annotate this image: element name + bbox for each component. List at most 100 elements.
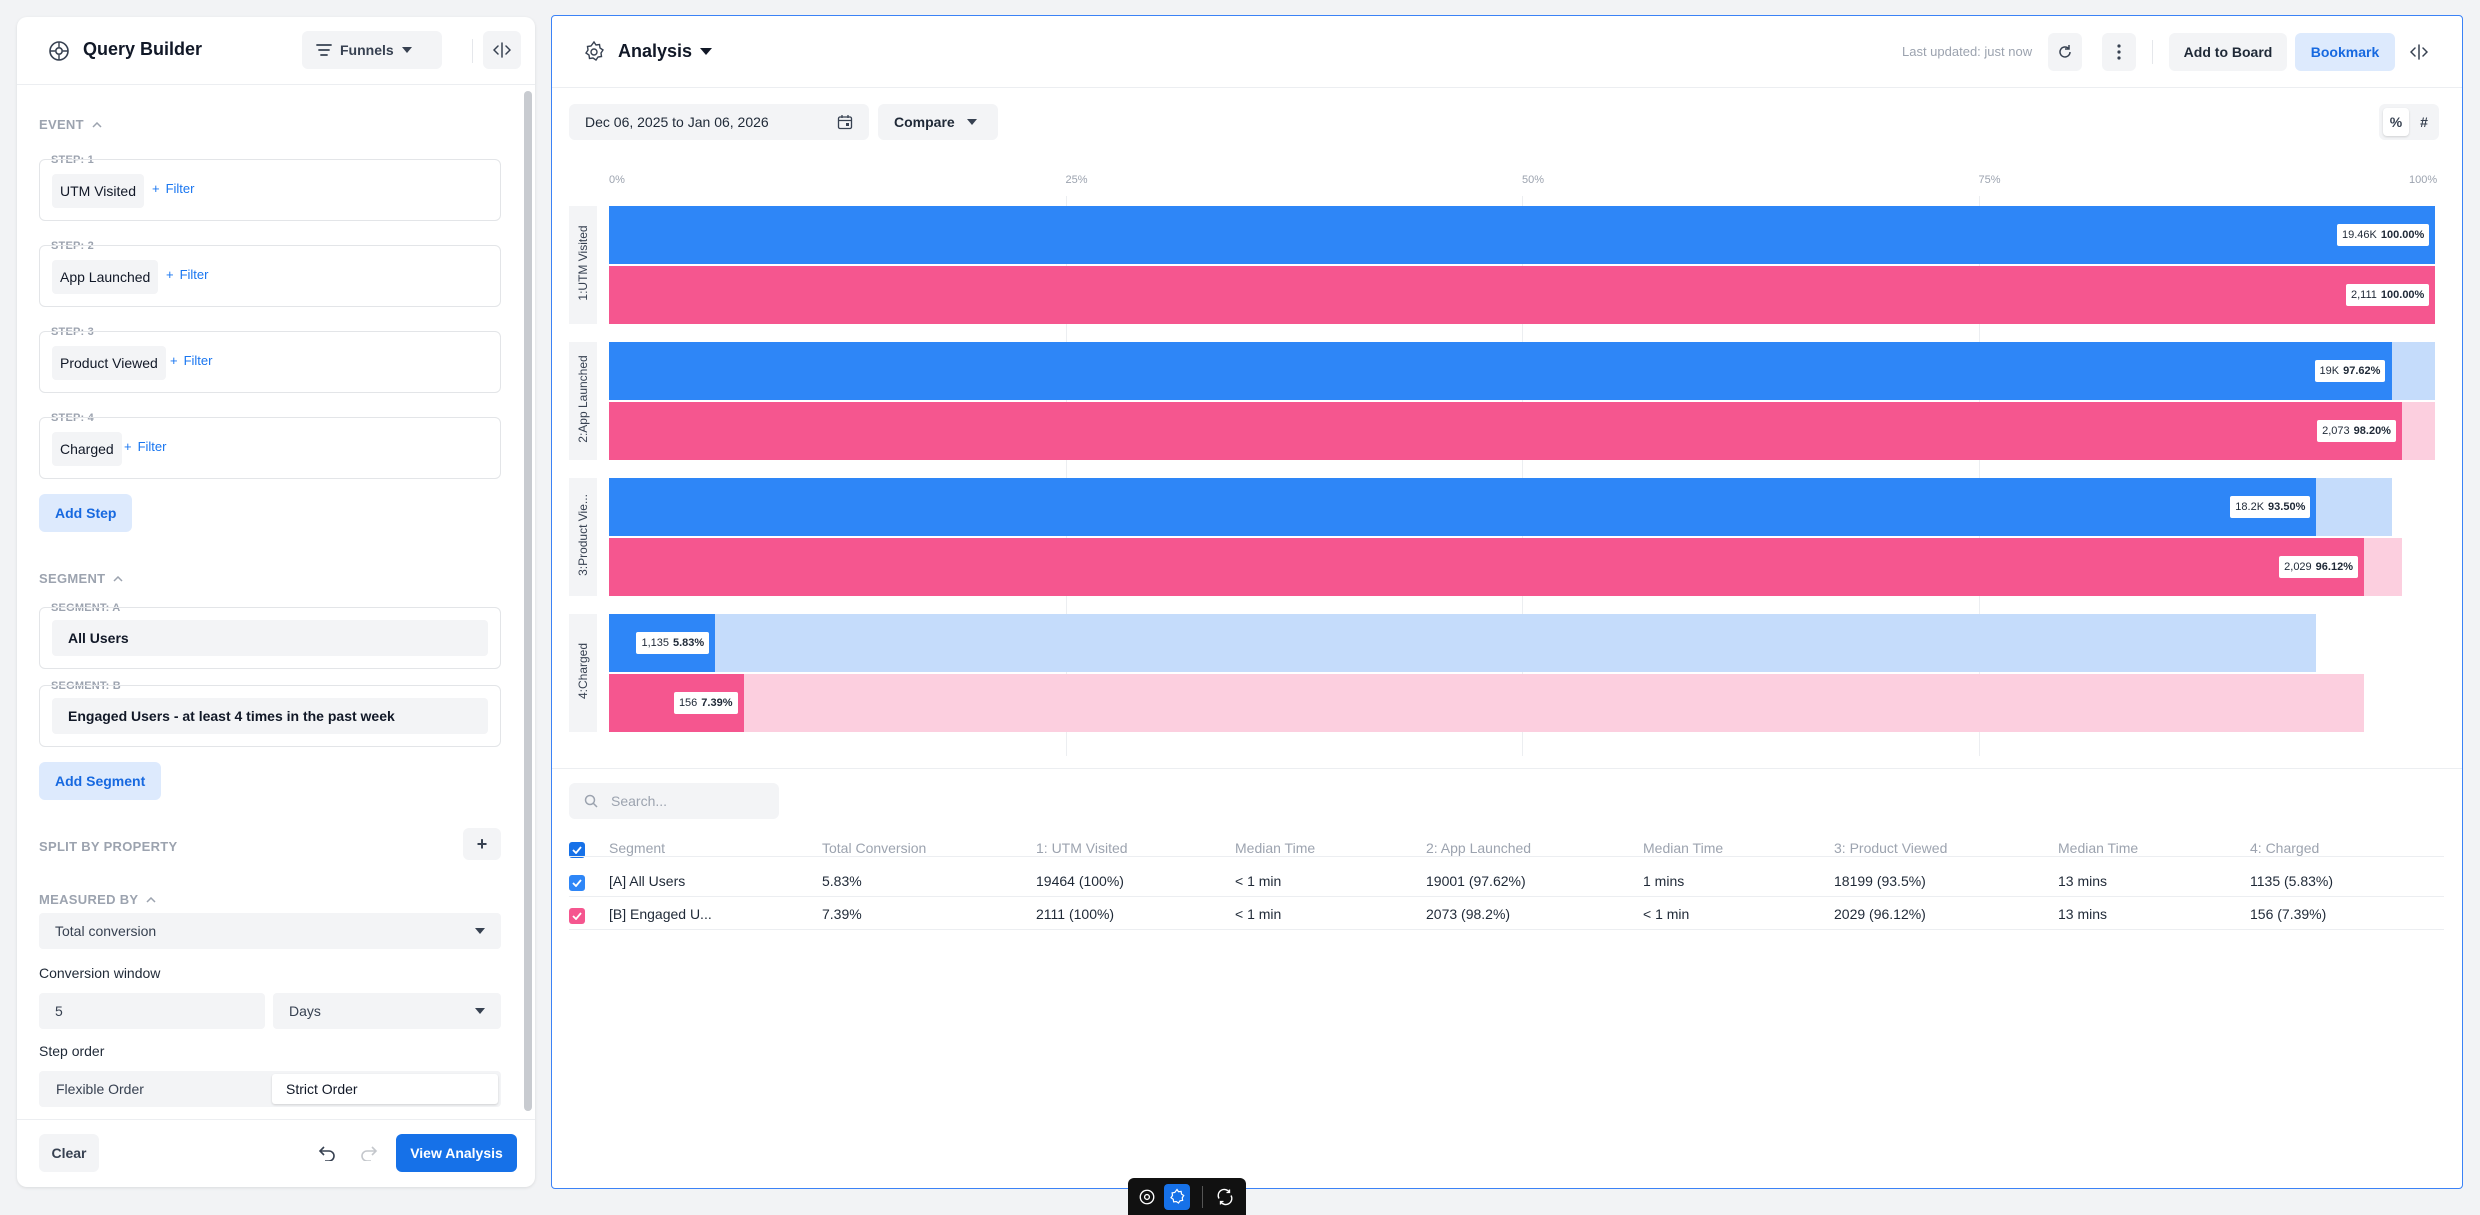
conversion-bar[interactable] bbox=[609, 266, 2435, 324]
query-builder-panel: Query Builder Funnels EVENT STEP: 1 UTM … bbox=[17, 17, 535, 1187]
table-header-cell[interactable]: Median Time bbox=[1235, 840, 1316, 856]
plus-icon: + bbox=[124, 439, 132, 454]
category-label: 1:UTM Visited bbox=[576, 225, 590, 301]
step-1-filter-link[interactable]: + Filter bbox=[152, 181, 195, 196]
strict-order-option[interactable]: Strict Order bbox=[272, 1074, 498, 1104]
plus-icon: + bbox=[166, 267, 174, 282]
table-header-cell[interactable]: 3: Product Viewed bbox=[1834, 840, 1948, 856]
conversion-bar[interactable] bbox=[609, 402, 2403, 460]
collapse-panel-button[interactable] bbox=[483, 31, 521, 69]
split-by-add-button[interactable]: + bbox=[463, 828, 501, 860]
table-cell: [A] All Users bbox=[609, 873, 686, 889]
bar-value-label: 18.2K 93.50% bbox=[2230, 496, 2311, 518]
clear-button[interactable]: Clear bbox=[39, 1134, 99, 1172]
table-header-cell[interactable]: Total Conversion bbox=[822, 840, 927, 856]
table-search-input[interactable]: Search... bbox=[569, 783, 779, 819]
more-options-button[interactable] bbox=[2102, 33, 2136, 71]
table-cell: 13 mins bbox=[2058, 906, 2108, 922]
x-axis-tick-label: 100% bbox=[2409, 174, 2438, 186]
header-divider bbox=[472, 39, 473, 63]
bar-count-label: 18.2K bbox=[2235, 501, 2265, 513]
step-4-event[interactable]: Charged bbox=[52, 432, 122, 466]
table-header-cell[interactable]: Median Time bbox=[1643, 840, 1724, 856]
redo-button[interactable] bbox=[351, 1134, 387, 1172]
table-header-cell[interactable]: Median Time bbox=[2058, 840, 2139, 856]
event-section-label[interactable]: EVENT bbox=[39, 117, 102, 132]
query-builder-icon bbox=[47, 39, 71, 63]
sync-icon bbox=[1216, 1188, 1234, 1206]
bar-percent-label: 93.50% bbox=[2268, 501, 2306, 513]
step-2-event[interactable]: App Launched bbox=[52, 260, 159, 294]
row-checkbox[interactable] bbox=[569, 875, 585, 891]
segment-b-label: SEGMENT: B bbox=[51, 680, 121, 692]
table-header-cell[interactable]: Segment bbox=[609, 840, 666, 856]
category-strip bbox=[569, 342, 597, 460]
gridline bbox=[1522, 196, 1523, 756]
row-checkbox[interactable] bbox=[569, 908, 585, 924]
step-1-label: STEP: 1 bbox=[51, 154, 94, 166]
checkbox-icon bbox=[572, 846, 582, 854]
add-segment-button[interactable]: Add Segment bbox=[39, 762, 162, 800]
view-analysis-button[interactable]: View Analysis bbox=[396, 1134, 517, 1172]
bookmark-button[interactable]: Bookmark bbox=[2295, 33, 2395, 71]
table-cell: 19001 (97.62%) bbox=[1426, 873, 1526, 889]
select-all-checkbox[interactable] bbox=[569, 842, 585, 858]
date-range-picker[interactable]: Dec 06, 2025 to Jan 06, 2026 bbox=[569, 104, 869, 140]
table-header-cell[interactable]: 1: UTM Visited bbox=[1036, 840, 1128, 856]
bar-count-label: 156 bbox=[678, 697, 698, 709]
compare-dropdown[interactable]: Compare bbox=[878, 104, 998, 140]
table-cell: 5.83% bbox=[822, 873, 862, 889]
step-3-event[interactable]: Product Viewed bbox=[52, 346, 166, 380]
step-3-filter-link[interactable]: + Filter bbox=[170, 353, 213, 368]
percent-mode-button[interactable]: % bbox=[2383, 108, 2409, 136]
chevron-down-icon bbox=[700, 48, 713, 55]
funnels-dropdown[interactable]: Funnels bbox=[302, 31, 442, 69]
analysis-icon bbox=[582, 40, 606, 64]
add-step-button[interactable]: Add Step bbox=[39, 494, 133, 532]
step-1-box: UTM Visited + Filter bbox=[39, 159, 501, 221]
add-to-board-button[interactable]: Add to Board bbox=[2169, 33, 2287, 71]
conversion-bar[interactable] bbox=[609, 342, 2392, 400]
table-cell: 156 (7.39%) bbox=[2250, 906, 2327, 922]
segment-section-label[interactable]: SEGMENT bbox=[39, 571, 123, 586]
analysis-dock-button[interactable] bbox=[1164, 1184, 1190, 1210]
count-mode-button[interactable]: # bbox=[2420, 114, 2428, 130]
conversion-bar[interactable] bbox=[609, 478, 2317, 536]
refresh-button[interactable] bbox=[2048, 33, 2082, 71]
gridline bbox=[1065, 196, 1067, 756]
table-cell: 18199 (93.5%) bbox=[1834, 873, 1926, 889]
conversion-bar[interactable] bbox=[609, 206, 2435, 264]
dropoff-bar[interactable] bbox=[609, 674, 2365, 732]
segment-b-value[interactable]: Engaged Users - at least 4 times in the … bbox=[52, 698, 488, 734]
panel-scrollbar[interactable] bbox=[524, 91, 532, 1111]
step-2-filter-link[interactable]: + Filter bbox=[166, 267, 209, 282]
step-4-filter-link[interactable]: + Filter bbox=[124, 439, 167, 454]
step-3-label: STEP: 3 bbox=[51, 326, 94, 338]
analysis-title-dropdown[interactable]: Analysis bbox=[618, 41, 713, 62]
undo-icon bbox=[318, 1145, 336, 1161]
conversion-bar[interactable] bbox=[609, 538, 2365, 596]
flexible-order-option[interactable]: Flexible Order bbox=[56, 1081, 144, 1097]
table-cell: 2073 (98.2%) bbox=[1426, 906, 1511, 922]
measured-by-section-label[interactable]: MEASURED BY bbox=[39, 892, 156, 907]
gridline bbox=[1978, 196, 1980, 756]
table-cell: 1135 (5.83%) bbox=[2250, 873, 2334, 889]
query-builder-dock-button[interactable] bbox=[1134, 1184, 1160, 1210]
table-header-cell[interactable]: 4: Charged bbox=[2250, 840, 2320, 856]
category-label: 4:Charged bbox=[576, 642, 590, 700]
measure-select[interactable]: Total conversion bbox=[39, 913, 501, 949]
conversion-window-unit-select[interactable]: Days bbox=[273, 993, 501, 1029]
conversion-window-input[interactable]: 5 bbox=[39, 993, 265, 1029]
undo-button[interactable] bbox=[309, 1134, 345, 1172]
bottom-dock bbox=[1128, 1178, 1246, 1215]
table-header-cell[interactable]: 2: App Launched bbox=[1426, 840, 1532, 856]
table-cell: < 1 min bbox=[1235, 873, 1282, 889]
step-1-event[interactable]: UTM Visited bbox=[52, 174, 144, 208]
sync-dock-button[interactable] bbox=[1212, 1184, 1238, 1210]
collapse-panel-button[interactable] bbox=[2402, 33, 2436, 71]
table-cell: < 1 min bbox=[1643, 906, 1690, 922]
bar-count-label: 19K bbox=[2319, 365, 2340, 377]
dropoff-bar[interactable] bbox=[609, 614, 2317, 672]
chevron-up-icon bbox=[92, 121, 102, 128]
segment-a-value[interactable]: All Users bbox=[52, 620, 488, 656]
